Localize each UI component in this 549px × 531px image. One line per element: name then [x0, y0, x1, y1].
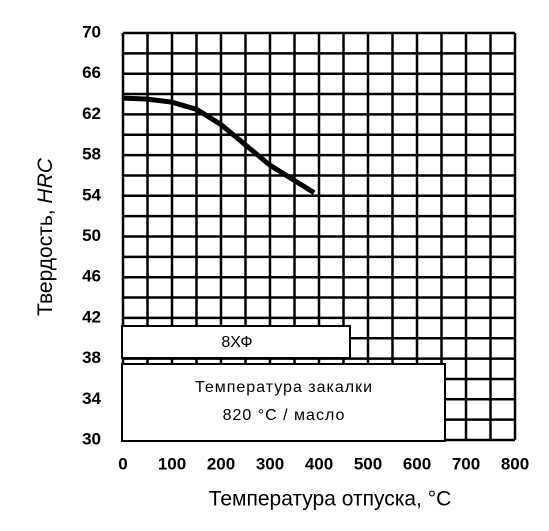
x-tick-label: 800: [501, 454, 529, 473]
annotation-box: [121, 363, 446, 442]
x-tick-label: 100: [158, 454, 186, 473]
y-axis-label: Твердость, HRC: [34, 157, 57, 316]
y-tick-label: 50: [82, 226, 101, 245]
annotation: 820 °С / масло: [223, 407, 346, 424]
annotation-box: [121, 325, 351, 359]
x-tick-label: 400: [305, 454, 333, 473]
y-tick-label: 58: [82, 145, 101, 164]
y-tick-label: 54: [82, 185, 101, 204]
y-tick-label: 42: [82, 307, 101, 326]
data-line: [122, 95, 316, 195]
x-tick-label: 0: [118, 454, 127, 473]
y-tick-label: 30: [82, 429, 101, 448]
x-tick-label: 200: [207, 454, 235, 473]
y-tick-label: 62: [82, 104, 101, 123]
x-tick-label: 700: [452, 454, 480, 473]
y-axis-label-text: Твердость,: [34, 209, 57, 316]
x-axis-label: Температура отпуска, °С: [209, 488, 452, 511]
x-tick-label: 500: [354, 454, 382, 473]
x-tick-label: 300: [256, 454, 284, 473]
y-tick-label: 70: [82, 22, 101, 41]
annotation: Температура закалки: [195, 379, 373, 396]
y-axis-label-unit: HRC: [34, 157, 57, 203]
annotation: 8ХФ: [221, 334, 252, 351]
y-tick-label: 66: [82, 63, 101, 82]
y-tick-label: 38: [82, 348, 101, 367]
y-tick-label: 34: [82, 389, 101, 408]
x-tick-label: 600: [403, 454, 431, 473]
y-tick-label: 46: [82, 267, 101, 286]
